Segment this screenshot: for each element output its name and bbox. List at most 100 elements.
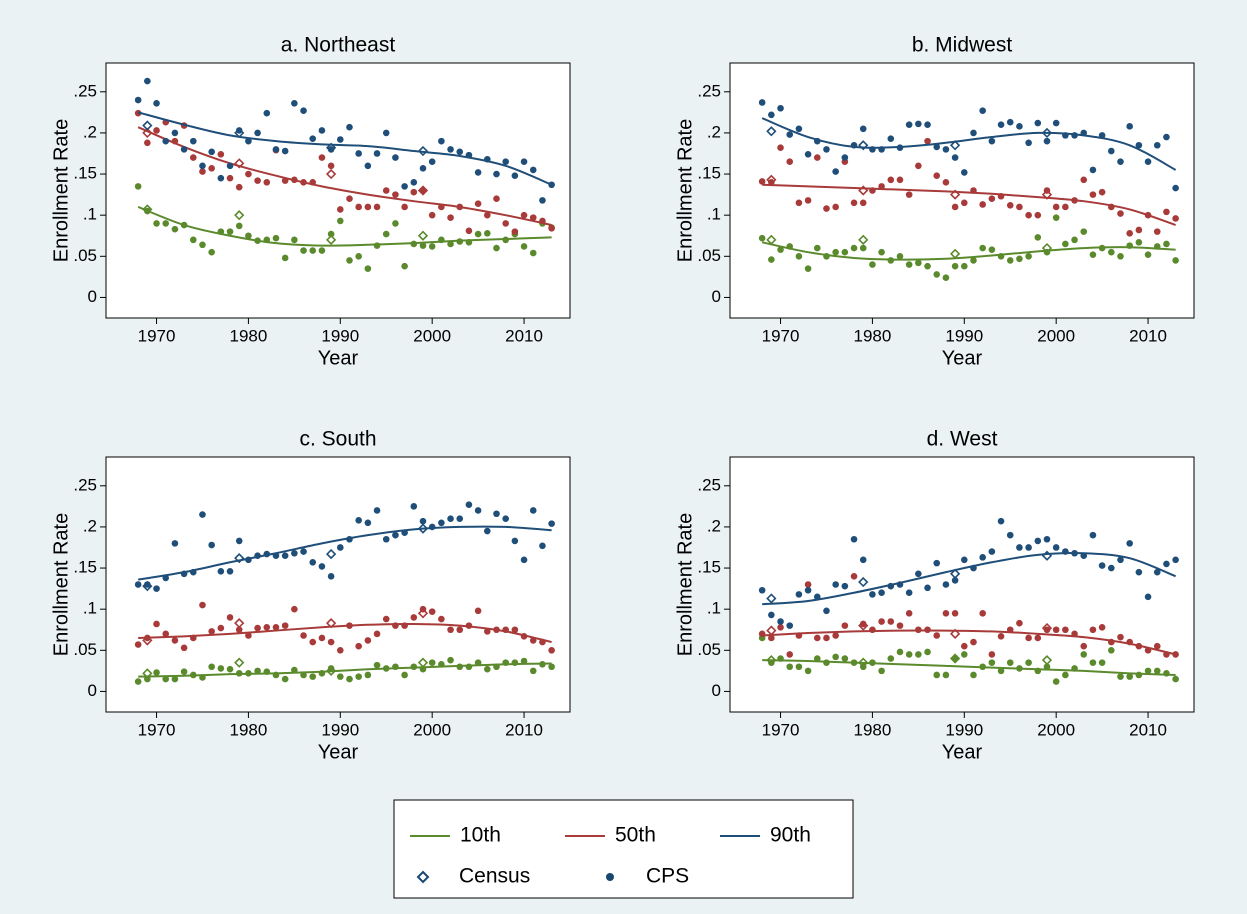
- cps-point: [419, 242, 427, 249]
- cps-point: [373, 630, 381, 638]
- census-point: [949, 653, 961, 664]
- cps-point: [392, 220, 399, 227]
- cps-point: [850, 244, 858, 252]
- cps-point: [960, 262, 968, 270]
- cps-point: [960, 651, 968, 658]
- cps-point: [502, 158, 509, 166]
- cps-point: [189, 154, 197, 161]
- cps-point: [180, 668, 188, 675]
- cps-point: [951, 203, 959, 211]
- cps-point: [447, 146, 454, 153]
- cps-point: [1016, 203, 1023, 211]
- cps-point: [134, 183, 142, 190]
- cps-point: [410, 188, 418, 196]
- cps-point: [144, 139, 151, 147]
- cps-point: [813, 634, 821, 642]
- census-point: [325, 548, 337, 560]
- cps-point: [419, 517, 427, 525]
- cps-point: [804, 586, 812, 594]
- cps-point: [401, 203, 408, 211]
- cps-point: [493, 195, 500, 203]
- cps-point: [832, 168, 839, 175]
- cps-point: [520, 211, 528, 219]
- y-tick-label: 0: [712, 287, 721, 306]
- y-tick-label: .1: [707, 599, 721, 618]
- cps-point: [832, 248, 839, 256]
- cps-point: [1016, 544, 1023, 551]
- cps-point: [924, 262, 931, 270]
- cps-point: [410, 178, 418, 186]
- y-tick-label: .2: [83, 516, 97, 535]
- x-tick-label: 1990: [945, 720, 983, 739]
- cps-point: [245, 632, 252, 639]
- cps-point: [960, 169, 968, 176]
- cps-point: [795, 253, 803, 260]
- census-point: [949, 140, 961, 151]
- y-tick-label: .1: [83, 205, 97, 224]
- census-point: [858, 234, 869, 245]
- cps-point: [1163, 208, 1170, 216]
- census-point: [142, 204, 153, 215]
- cps-point: [548, 520, 555, 527]
- cps-point: [235, 183, 243, 191]
- cps-point: [373, 150, 381, 157]
- cps-point: [401, 183, 408, 190]
- cps-point: [979, 107, 986, 115]
- cps-point: [410, 503, 418, 510]
- census-point: [417, 608, 429, 619]
- cps-point: [1172, 675, 1179, 683]
- cps-point: [924, 584, 931, 592]
- cps-point: [327, 665, 335, 672]
- cps-point: [905, 261, 913, 268]
- cps-point: [539, 197, 546, 204]
- cps-point: [171, 540, 179, 547]
- cps-point: [1025, 544, 1032, 551]
- cps-point: [364, 519, 372, 527]
- cps-point: [777, 618, 784, 625]
- cps-point: [474, 607, 482, 615]
- cps-point: [924, 648, 931, 656]
- cps-point: [189, 236, 197, 244]
- cps-point: [1117, 556, 1124, 564]
- cps-point: [1163, 560, 1170, 568]
- cps-point: [859, 244, 867, 252]
- cps-point: [859, 125, 867, 133]
- cps-point: [382, 230, 390, 238]
- cps-point: [1098, 623, 1106, 631]
- cps-point: [180, 146, 188, 153]
- cps-point: [189, 137, 197, 145]
- cps-point: [208, 164, 215, 172]
- cps-point: [768, 178, 775, 186]
- cps-point: [951, 154, 959, 161]
- cps-point: [832, 653, 839, 661]
- census-point: [858, 140, 869, 151]
- cps-point: [1080, 228, 1088, 235]
- legend-label: 90th: [770, 824, 811, 847]
- census-point: [858, 576, 869, 588]
- cps-point: [171, 637, 179, 644]
- x-tick-label: 2010: [1129, 720, 1167, 739]
- cps-point: [373, 242, 381, 249]
- cps-point: [456, 626, 464, 634]
- cps-point: [134, 581, 142, 588]
- y-tick-label: 0: [88, 681, 97, 700]
- census-point: [949, 628, 961, 639]
- cps-point: [823, 607, 830, 615]
- cps-point: [226, 665, 234, 673]
- cps-point: [300, 107, 307, 115]
- cps-point: [758, 99, 766, 106]
- cps-point: [226, 174, 234, 182]
- cps-point: [905, 191, 913, 198]
- cps-point: [327, 162, 335, 170]
- cps-point: [511, 228, 519, 235]
- cps-point: [804, 265, 812, 272]
- cps-point: [878, 248, 885, 256]
- y-axis-label: Enrollment Rate: [50, 513, 72, 656]
- y-tick-label: .05: [697, 246, 721, 265]
- cps-point: [336, 217, 344, 225]
- cps-point: [859, 199, 867, 207]
- cps-point: [272, 623, 280, 631]
- cps-point: [1126, 229, 1133, 237]
- cps-point: [309, 638, 317, 646]
